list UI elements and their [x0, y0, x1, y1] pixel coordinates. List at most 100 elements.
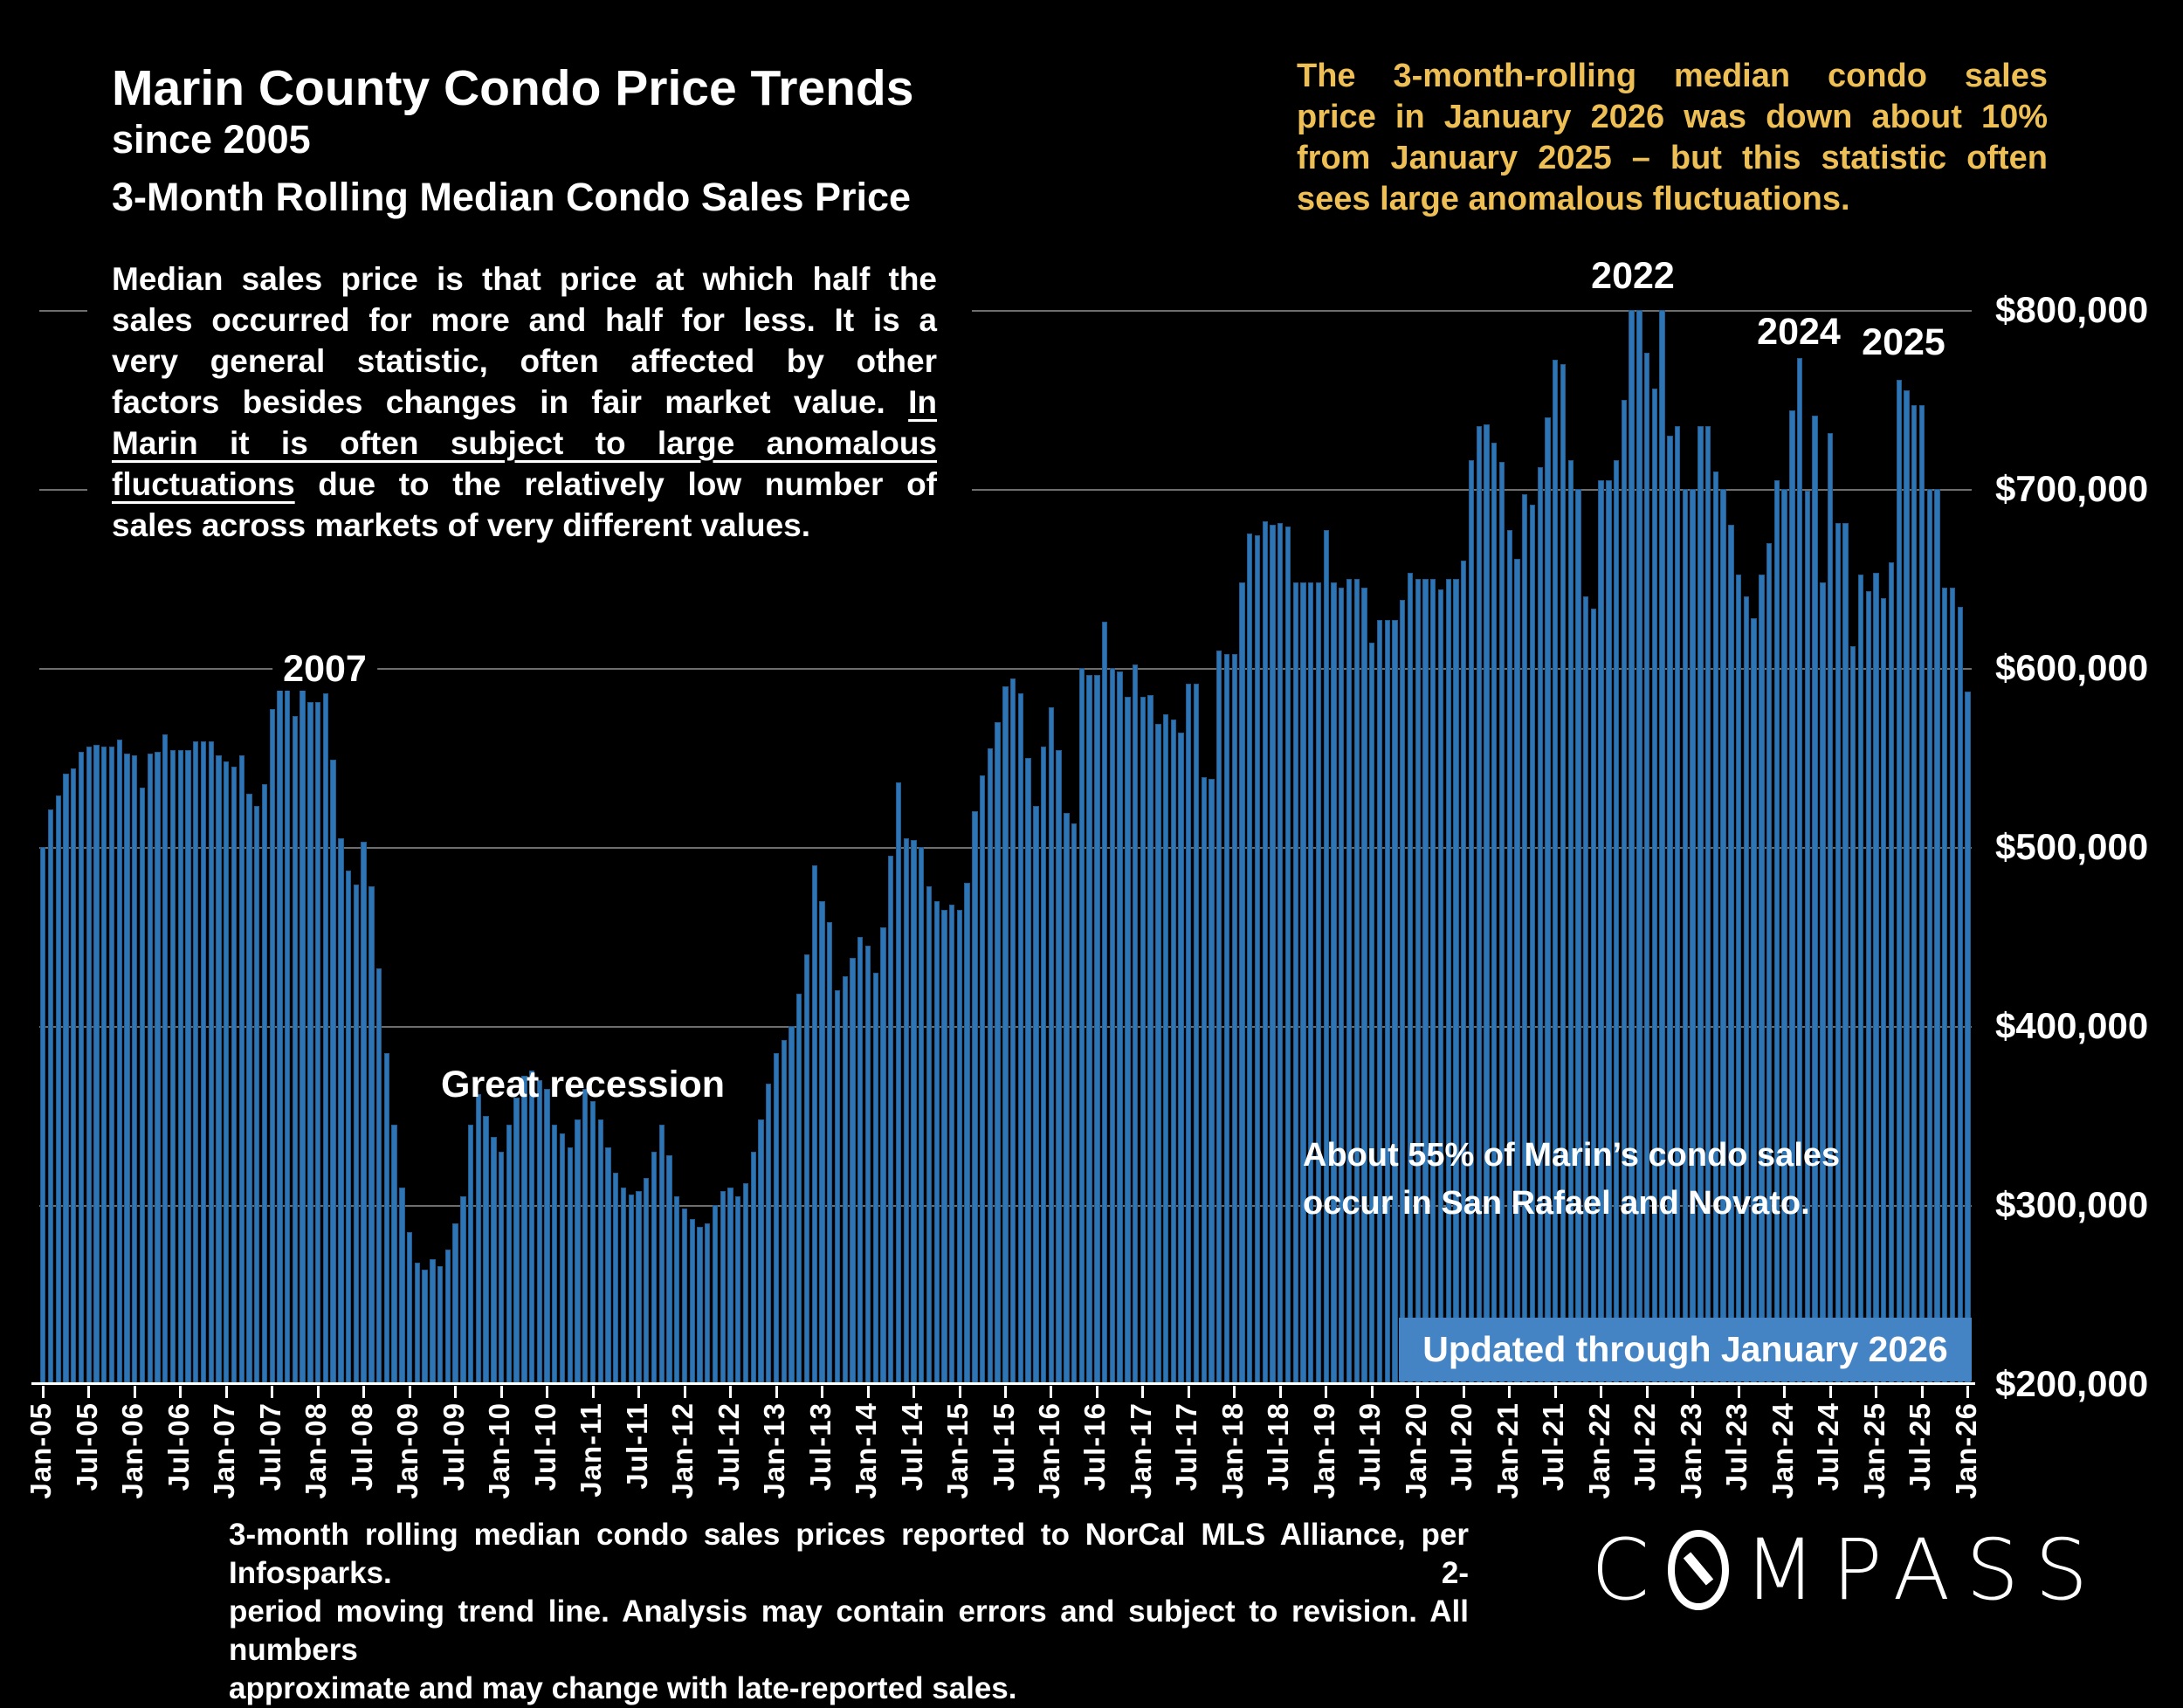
- bar-month-23: [216, 755, 222, 1384]
- bar-month-158: [1247, 534, 1253, 1384]
- bar-month-157: [1239, 582, 1245, 1384]
- bar-month-160: [1262, 520, 1268, 1384]
- x-tick-Jul-06: [179, 1386, 182, 1398]
- text-line: 3-month rolling median condo sales price…: [229, 1518, 1469, 1590]
- bar-month-25: [231, 766, 238, 1384]
- bar-month-113: [903, 837, 909, 1384]
- bar-month-101: [811, 864, 817, 1384]
- bar-month-173: [1361, 587, 1367, 1384]
- bar-month-171: [1346, 578, 1353, 1384]
- y-axis-label-500000: $500,000: [1995, 826, 2149, 867]
- bar-month-24: [224, 761, 230, 1384]
- annotation-great-recession: Great recession: [441, 1064, 726, 1105]
- bar-month-234: [1827, 433, 1834, 1384]
- y-axis-label-600000: $600,000: [1995, 647, 2149, 688]
- bar-month-106: [850, 958, 856, 1384]
- bar-month-98: [788, 1026, 795, 1384]
- x-tick-Jul-07: [271, 1386, 274, 1398]
- x-tick-Jan-11: [591, 1386, 595, 1398]
- bar-month-210: [1643, 353, 1650, 1384]
- compass-logo: C MPASS: [1591, 1526, 2104, 1614]
- bar-month-9: [108, 747, 115, 1384]
- x-axis-label-Jul-08: Jul-08: [345, 1402, 378, 1491]
- bar-month-220: [1720, 489, 1726, 1384]
- bar-month-225: [1759, 575, 1765, 1384]
- bar-month-213: [1667, 435, 1673, 1384]
- bar-month-127: [1009, 678, 1016, 1384]
- bar-month-123: [979, 775, 986, 1384]
- bar-month-161: [1270, 525, 1276, 1384]
- bar-month-150: [1186, 684, 1192, 1384]
- bar-month-41: [353, 885, 360, 1384]
- bar-month-71: [582, 1088, 589, 1384]
- bar-month-209: [1636, 310, 1642, 1384]
- title-block: Marin County Condo Price Trends since 20…: [87, 51, 985, 229]
- bar-month-195: [1529, 505, 1536, 1384]
- bar-month-76: [620, 1187, 627, 1384]
- bar-month-73: [597, 1119, 603, 1384]
- bar-month-80: [651, 1151, 658, 1384]
- x-axis-label-Jan-23: Jan-23: [1674, 1402, 1707, 1499]
- bar-month-6: [86, 747, 92, 1384]
- bar-month-224: [1751, 617, 1757, 1384]
- bar-month-18: [177, 750, 183, 1384]
- bar-month-125: [995, 721, 1001, 1384]
- x-axis-label-Jul-22: Jul-22: [1629, 1402, 1662, 1491]
- bar-month-151: [1193, 684, 1200, 1384]
- bar-month-39: [338, 837, 344, 1384]
- y-axis-label-800000: $800,000: [1995, 289, 2149, 330]
- bar-month-206: [1613, 460, 1620, 1384]
- x-tick-Jul-25: [1920, 1386, 1924, 1398]
- bar-month-60: [498, 1151, 505, 1384]
- bar-month-226: [1766, 542, 1773, 1384]
- bar-month-137: [1086, 675, 1092, 1384]
- x-axis-label-Jul-24: Jul-24: [1812, 1402, 1845, 1491]
- x-tick-Jan-13: [775, 1386, 778, 1398]
- title-main: Marin County Condo Price Trends: [112, 60, 914, 116]
- x-tick-Jul-14: [912, 1386, 916, 1398]
- page-title: Marin County Condo Price Trends since 20…: [112, 59, 985, 162]
- x-axis-label-Jan-24: Jan-24: [1766, 1402, 1799, 1499]
- x-axis-label-Jul-05: Jul-05: [70, 1402, 103, 1491]
- bar-month-107: [857, 936, 864, 1384]
- bar-month-0: [40, 847, 46, 1384]
- text-line: factors besides changes in fair market v…: [112, 384, 937, 420]
- bar-month-142: [1125, 696, 1131, 1384]
- y-axis-label-700000: $700,000: [1995, 468, 2149, 509]
- bar-month-95: [766, 1083, 772, 1384]
- bar-month-117: [933, 900, 940, 1384]
- bar-month-104: [834, 990, 841, 1384]
- bar-month-251: [1957, 607, 1963, 1384]
- x-tick-Jan-24: [1783, 1386, 1787, 1398]
- bar-month-78: [636, 1190, 642, 1384]
- text-line: very general statistic, often affected b…: [112, 343, 937, 379]
- bar-month-105: [842, 975, 848, 1384]
- bar-month-108: [864, 945, 871, 1384]
- bar-month-199: [1560, 363, 1567, 1384]
- compass-o-icon: [1668, 1530, 1730, 1610]
- bar-month-119: [948, 904, 955, 1384]
- bar-month-14: [147, 754, 153, 1384]
- bar-month-116: [926, 886, 933, 1384]
- x-axis-label-Jul-13: Jul-13: [803, 1402, 837, 1491]
- x-axis-label-Jan-12: Jan-12: [666, 1402, 699, 1499]
- bar-month-49: [414, 1262, 421, 1384]
- bar-month-10: [116, 740, 122, 1384]
- bar-month-114: [911, 839, 917, 1384]
- bar-month-81: [658, 1124, 665, 1384]
- x-tick-Jan-22: [1600, 1386, 1603, 1398]
- x-axis-label-Jan-10: Jan-10: [483, 1402, 516, 1499]
- x-axis-label-Jul-18: Jul-18: [1262, 1402, 1295, 1491]
- x-tick-Jan-21: [1508, 1386, 1512, 1398]
- x-axis-label-Jul-16: Jul-16: [1078, 1402, 1112, 1491]
- bar-month-75: [613, 1173, 619, 1384]
- bar-month-102: [819, 900, 825, 1384]
- x-tick-Jul-17: [1187, 1386, 1190, 1398]
- bar-month-249: [1942, 587, 1948, 1384]
- x-axis-label-Jan-05: Jan-05: [24, 1402, 58, 1499]
- bar-month-99: [796, 994, 802, 1384]
- x-axis-label-Jan-09: Jan-09: [391, 1402, 424, 1499]
- text-line: approximate and may change with late-rep…: [229, 1671, 1017, 1705]
- y-axis-label-400000: $400,000: [1995, 1005, 2149, 1046]
- bar-month-139: [1101, 621, 1108, 1384]
